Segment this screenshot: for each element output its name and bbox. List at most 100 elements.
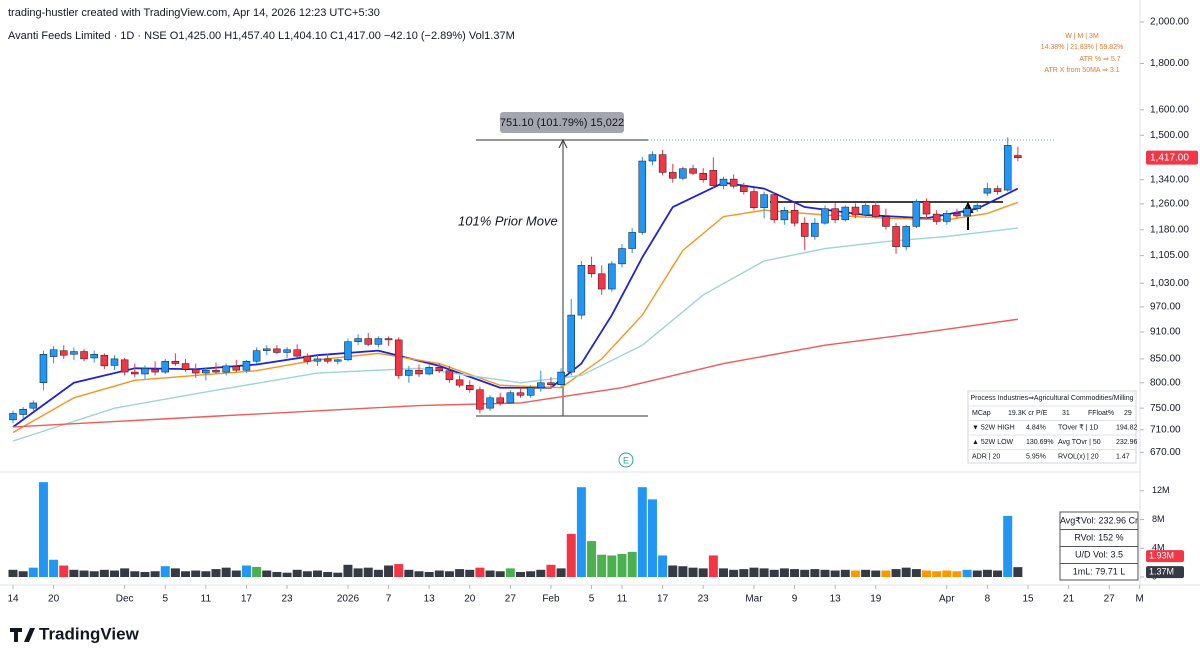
candle-body <box>263 348 271 351</box>
stat-line: ATR % ⇒ 5.7 <box>1079 56 1120 63</box>
x-tick-label: 2026 <box>337 594 360 605</box>
candle-body <box>374 338 383 345</box>
candle-body <box>567 314 575 373</box>
measure-arrow <box>558 138 568 149</box>
logo-text: TradingView <box>39 624 140 643</box>
volume-bar <box>546 564 556 577</box>
candle-body <box>882 216 890 227</box>
volume-bar <box>313 570 322 577</box>
candle-body <box>892 226 900 248</box>
volume-bar <box>962 569 972 577</box>
volume-bar <box>1013 567 1023 577</box>
volume-bar <box>120 568 130 577</box>
logo-icon <box>10 628 35 642</box>
table-cell: 232.96 <box>1116 439 1138 446</box>
volume-bar <box>637 487 647 577</box>
candle-body <box>597 273 606 290</box>
table-cell: 4.84% <box>1026 424 1046 431</box>
table-cell: 130.69% <box>1026 439 1054 446</box>
candle-body <box>212 369 220 373</box>
volume-bar <box>850 570 860 577</box>
volume-bar <box>516 571 525 577</box>
volume-bar <box>28 567 38 577</box>
y-tick-label: 1,600.00 <box>1150 105 1189 116</box>
candle-body <box>141 368 149 375</box>
x-tick-label: 20 <box>464 594 476 605</box>
candle-body <box>364 338 372 345</box>
candle-body <box>648 154 657 162</box>
candle-body <box>486 397 494 409</box>
volume-bar <box>69 569 79 577</box>
volume-bar <box>38 482 48 577</box>
volume-bar <box>333 572 343 577</box>
x-tick-label: Dec <box>116 594 134 605</box>
x-tick-label: 11 <box>201 594 212 605</box>
candle-body <box>273 348 281 353</box>
volume-bar <box>282 572 292 577</box>
candle-body <box>9 413 17 421</box>
measure-label-box <box>500 112 624 133</box>
volume-bar <box>79 570 89 577</box>
volume-bar <box>566 533 576 577</box>
info-table <box>967 390 1137 464</box>
volume-bar <box>444 571 454 577</box>
x-tick-label: 17 <box>657 594 669 605</box>
volume-bar <box>800 569 810 577</box>
candle-body <box>922 201 931 215</box>
volume-bar <box>485 570 495 577</box>
candle-body <box>313 358 322 362</box>
earnings-label: E <box>623 455 629 465</box>
table-cell: RVOL(x) | 20 <box>1058 453 1099 460</box>
x-tick-label: 20 <box>48 594 60 605</box>
volume-bar <box>231 570 241 577</box>
x-tick-label: 13 <box>830 594 842 605</box>
y-tick-label: 1,030.00 <box>1150 278 1189 289</box>
volume-bar <box>181 571 191 577</box>
volume-bar <box>861 569 871 577</box>
y-tick-label: 12M <box>1152 485 1170 495</box>
volume-bar <box>617 554 627 577</box>
candle-body <box>719 178 728 186</box>
volume-bar <box>99 569 109 577</box>
candle-body <box>476 389 484 410</box>
volume-bar <box>658 555 668 577</box>
x-tick-label: Mar <box>745 594 763 605</box>
candle-body <box>323 358 332 362</box>
candle-body <box>394 339 403 376</box>
y-tick-label: 670.00 <box>1150 447 1181 458</box>
candle-body <box>80 351 88 360</box>
candle-body <box>861 205 870 216</box>
volume-bar <box>729 569 739 577</box>
candle-body <box>384 338 393 341</box>
volume-axis-box <box>1146 550 1184 563</box>
volume-bar <box>384 565 394 577</box>
y-tick-label: 1,260.00 <box>1150 199 1189 210</box>
volume-bar <box>241 565 251 577</box>
volume-bar <box>495 571 505 577</box>
candle-body <box>790 209 799 224</box>
candle-body <box>496 397 504 404</box>
table-cell: 29 <box>1124 410 1132 417</box>
table-cell: 194.82 <box>1116 424 1138 431</box>
candle-body <box>303 355 312 362</box>
volume-bar <box>455 569 465 577</box>
candle-body <box>60 350 68 356</box>
candle-body <box>740 185 748 192</box>
volume-bar <box>647 499 657 577</box>
table-cell: 1.47 <box>1116 453 1130 460</box>
candle-body <box>750 191 758 208</box>
volume-bar <box>668 565 678 577</box>
candle-body <box>841 206 850 221</box>
volume-bar <box>252 566 262 577</box>
stat-line: W | M | 3M <box>1065 33 1099 40</box>
candle-body <box>577 265 586 316</box>
volume-bar <box>89 571 99 577</box>
x-tick-label: 27 <box>1104 594 1116 605</box>
volume-bar <box>302 571 312 577</box>
volume-bar <box>18 571 28 577</box>
x-tick-label: 5 <box>162 594 168 605</box>
y-tick-label: 710.00 <box>1150 424 1181 435</box>
candle-body <box>120 359 129 373</box>
candle-body <box>953 213 961 217</box>
x-tick-label: 7 <box>386 594 392 605</box>
